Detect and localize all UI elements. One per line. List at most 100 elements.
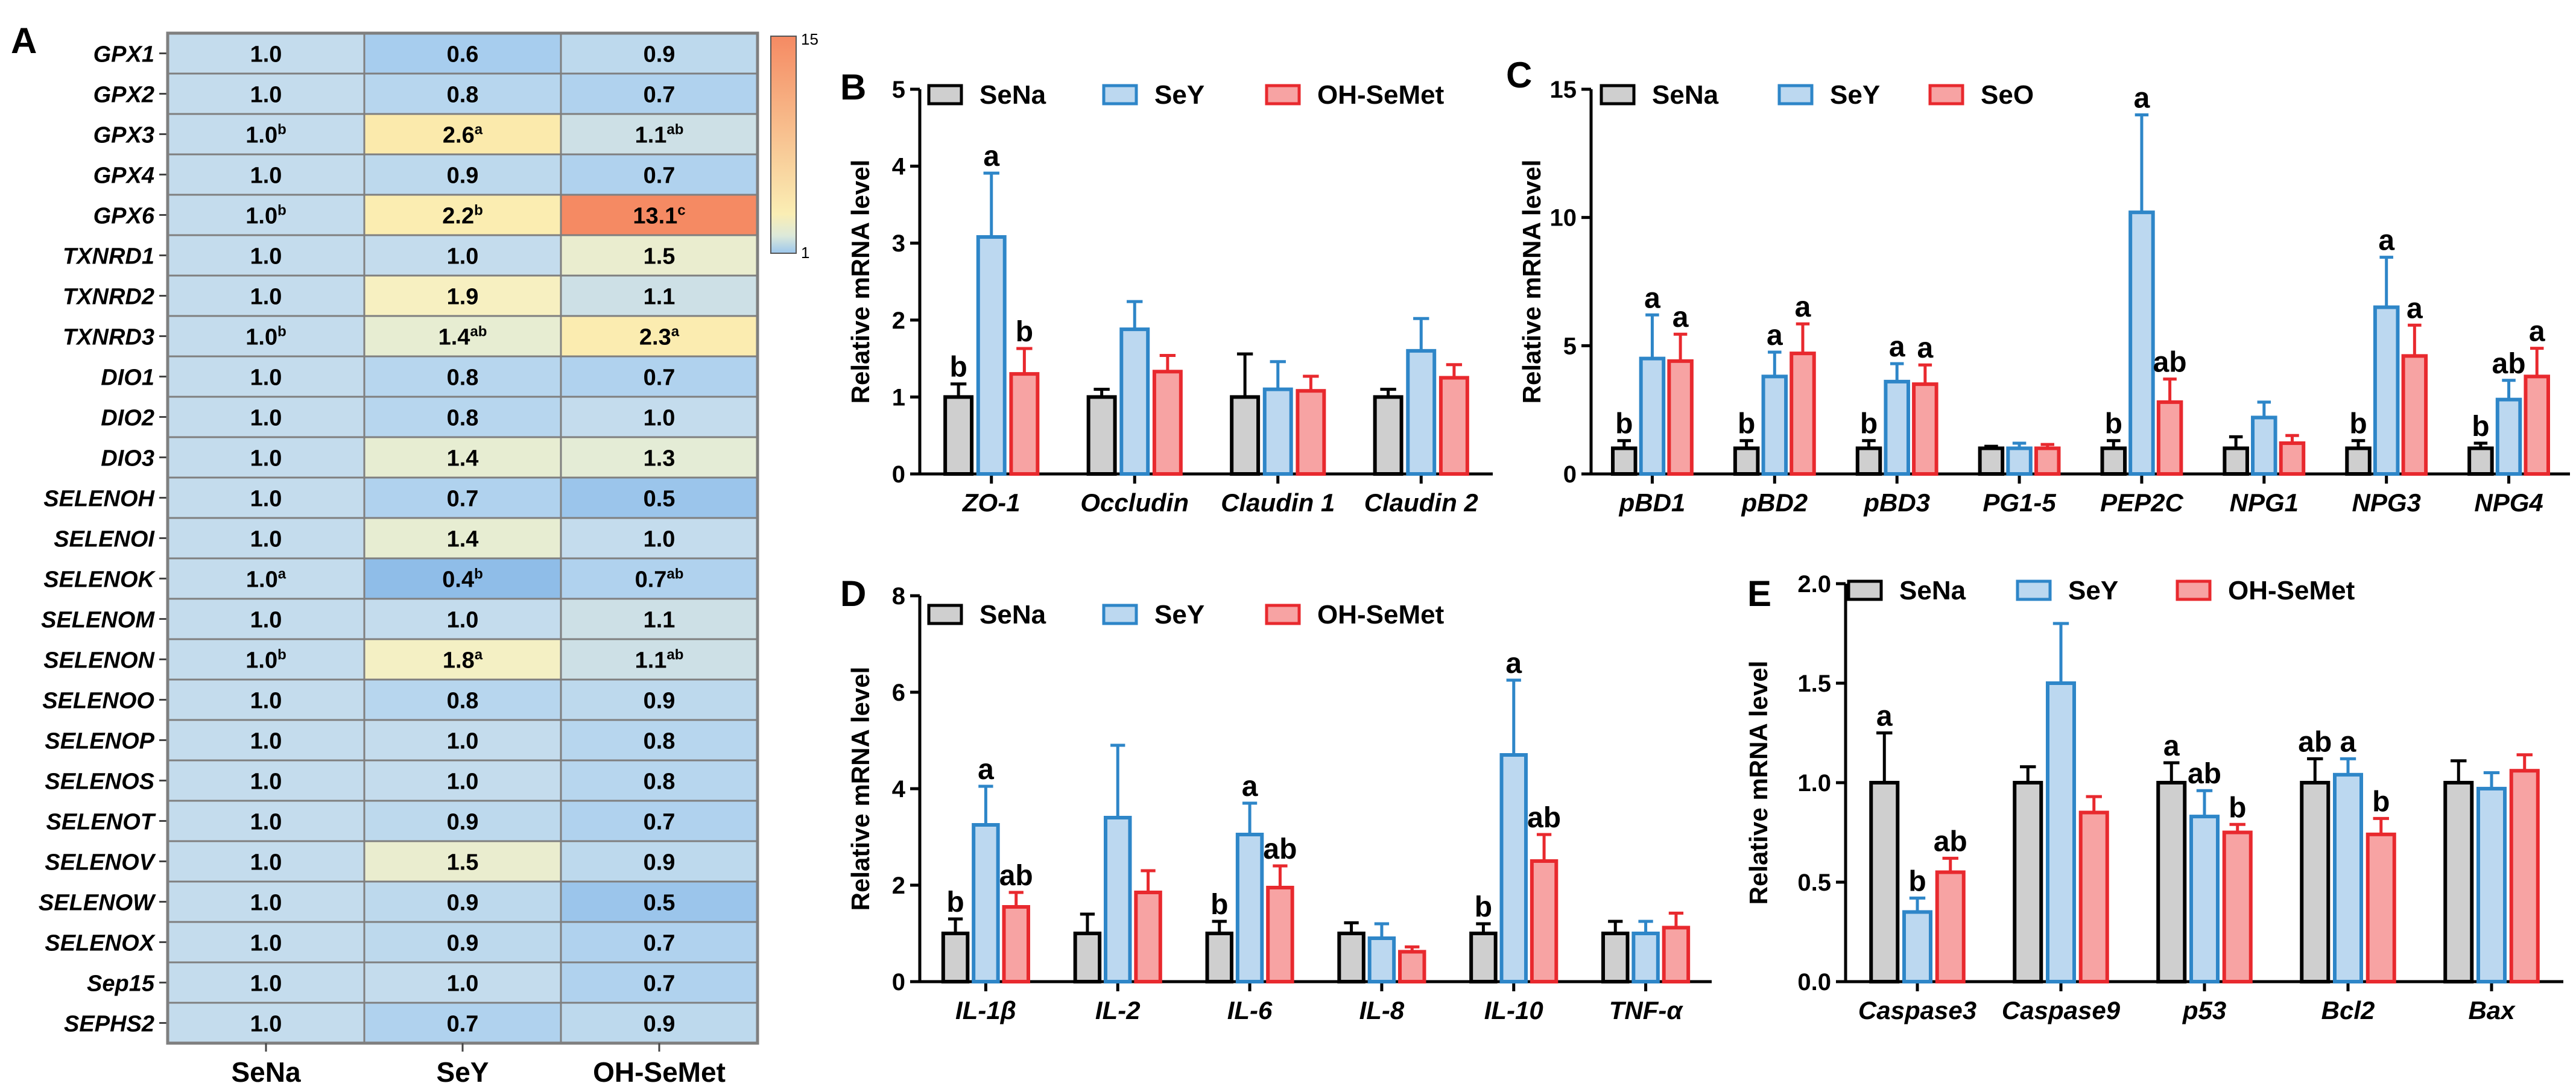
- y-tick-label: 0.0: [1797, 969, 1831, 996]
- x-tick-label: TNF-α: [1609, 996, 1684, 1024]
- heatmap-cell-value: 0.5: [644, 891, 676, 916]
- bar: [2100, 446, 2127, 476]
- cell-number: 1.0: [644, 406, 676, 431]
- significance-letter: a: [1889, 331, 1905, 363]
- significance-letter: a: [1876, 701, 1893, 733]
- y-tick-label: 0: [892, 461, 905, 488]
- row-label: SELENOH: [43, 487, 155, 512]
- heatmap-cell-value: 0.8: [644, 729, 676, 754]
- cell-number: 0.5: [644, 891, 676, 916]
- x-tick-label: IL-8: [1359, 996, 1405, 1024]
- bar: [2476, 786, 2507, 984]
- legend-swatch: [1102, 604, 1138, 625]
- row-label: SELENOW: [39, 891, 156, 916]
- y-tick-label: 2: [892, 873, 905, 899]
- bar: [941, 932, 970, 983]
- heatmap-cell: [363, 274, 562, 317]
- row-label: DIO1: [101, 365, 154, 391]
- heatmap-cell: [560, 800, 759, 842]
- row-label: SELENOM: [41, 608, 155, 633]
- heatmap-cell-value: 0.9: [447, 891, 479, 916]
- row-label: DIO2: [101, 406, 154, 431]
- bar: [2156, 400, 2183, 476]
- significance-letter: b: [946, 886, 964, 918]
- heatmap-cell-value: 1.0: [250, 971, 282, 997]
- heatmap-cell: [166, 1002, 366, 1044]
- bar: [976, 235, 1007, 476]
- heatmap-cell-value: 0.8: [447, 406, 479, 431]
- bar: [1205, 932, 1233, 983]
- y-tick-label: 4: [892, 776, 906, 803]
- heatmap-cell: [560, 880, 759, 923]
- x-tick-label: Bax: [2468, 996, 2516, 1024]
- x-tick-label: IL-10: [1484, 996, 1543, 1024]
- bar: [1296, 389, 1326, 476]
- heatmap-cell-value: 0.5: [644, 487, 676, 512]
- cell-significance-letter: a: [475, 122, 483, 138]
- cell-number: 0.8: [644, 729, 676, 754]
- bar: [1499, 753, 1528, 983]
- cell-number: 1.0: [447, 729, 479, 754]
- y-tick-label: 10: [1550, 205, 1577, 232]
- heatmap-cell-value: 1.0: [644, 406, 676, 431]
- heatmap-cell: [363, 355, 562, 398]
- colorbar-max-label: 15: [801, 30, 818, 48]
- y-axis-label: Relative mRNA level: [1744, 661, 1773, 905]
- cell-number: 0.8: [447, 365, 479, 391]
- legend-swatch: [927, 84, 963, 106]
- heatmap-cell-value: 0.7: [447, 487, 479, 512]
- row-label: GPX4: [93, 163, 154, 189]
- bar: [2401, 354, 2428, 476]
- cell-number: 1.0: [250, 850, 282, 876]
- heatmap-cell: [363, 153, 562, 196]
- y-tick-label: 2.0: [1797, 571, 1831, 598]
- cell-number: 0.7: [635, 567, 667, 593]
- row-label: TXNRD2: [63, 285, 154, 310]
- significance-letter: a: [1673, 301, 1689, 333]
- heatmap-cell-value: 1.0b: [245, 324, 286, 350]
- cell-number: 1.0: [250, 42, 282, 68]
- cell-number: 0.8: [447, 83, 479, 108]
- significance-letter: ab: [2492, 348, 2526, 380]
- heatmap-cell-value: 0.4b: [442, 566, 483, 593]
- significance-letter: a: [1644, 282, 1660, 314]
- significance-letter: a: [2340, 726, 2356, 758]
- heatmap-cell: [166, 840, 366, 883]
- row-label: TXNRD3: [63, 325, 154, 350]
- heatmap-cell-value: 0.7: [644, 365, 676, 391]
- bar: [2034, 446, 2061, 476]
- cell-number: 1.0: [447, 244, 479, 270]
- heatmap-cell: [166, 476, 366, 519]
- bar: [2300, 781, 2331, 983]
- significance-letter: a: [1767, 320, 1783, 352]
- x-tick-label: Caspase9: [2002, 996, 2121, 1024]
- cell-number: 0.9: [447, 163, 479, 189]
- cell-significance-letter: b: [277, 122, 286, 138]
- bar: [1406, 349, 1437, 476]
- significance-letter: ab: [999, 860, 1033, 892]
- cell-number: 1.0: [250, 810, 282, 835]
- x-tick-label: Occludin: [1080, 488, 1189, 517]
- cell-number: 1.4: [438, 325, 470, 350]
- heatmap-cell-value: 1.0: [447, 971, 479, 997]
- heatmap-cell-value: 13.1c: [633, 203, 685, 229]
- cell-number: 1.0: [246, 567, 278, 593]
- cell-number: 2.2: [442, 204, 474, 229]
- cell-number: 0.7: [644, 931, 676, 956]
- cell-number: 0.5: [644, 487, 676, 512]
- legend-swatch: [1102, 84, 1138, 106]
- cell-number: 1.0: [250, 891, 282, 916]
- heatmap-cell-value: 1.0: [250, 487, 282, 512]
- cell-number: 1.0: [245, 325, 277, 350]
- legend-swatch: [2016, 579, 2052, 601]
- bar: [1002, 905, 1030, 983]
- significance-letter: ab: [2153, 347, 2187, 379]
- heatmap-cell-value: 0.7: [644, 83, 676, 108]
- cell-number: 1.1: [644, 608, 676, 633]
- cell-number: 1.0: [250, 689, 282, 714]
- significance-letter: b: [2372, 786, 2390, 818]
- x-tick-label: IL-2: [1095, 996, 1141, 1024]
- heatmap-cell: [363, 961, 562, 1004]
- x-tick-label: Caspase3: [1858, 996, 1976, 1024]
- row-label: GPX3: [93, 123, 154, 148]
